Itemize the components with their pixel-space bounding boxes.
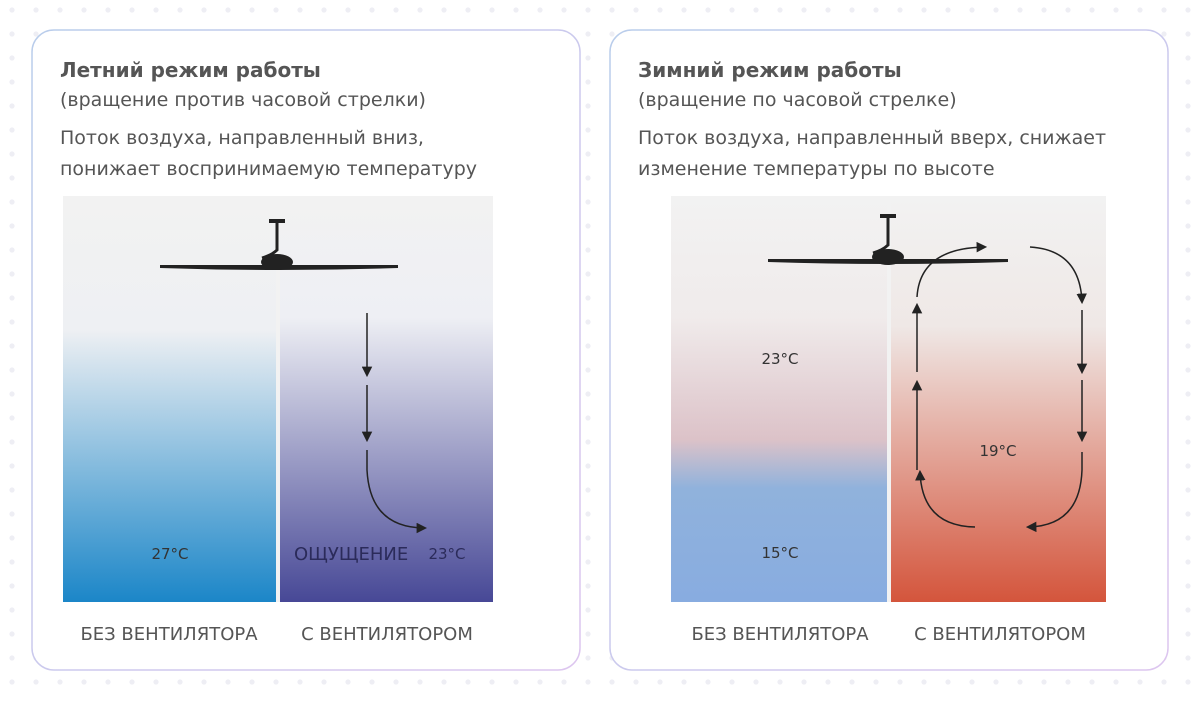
- temperature-label: 23°C: [428, 545, 465, 563]
- column-label: С ВЕНТИЛЯТОРОМ: [301, 624, 473, 645]
- airflow-arrow: [366, 450, 428, 534]
- column-label: БЕЗ ВЕНТИЛЯТОРА: [691, 624, 869, 645]
- card-title: Летний режим работы: [60, 58, 321, 82]
- temperature-label: 15°C: [761, 544, 798, 562]
- ceiling-fan: [768, 214, 1008, 265]
- temperature-label: 19°C: [979, 442, 1016, 460]
- description-line: Поток воздуха, направленный вверх, снижа…: [638, 127, 1106, 149]
- feeling-label: ОЩУЩЕНИЕ: [294, 544, 408, 565]
- description-line: изменение температуры по высоте: [638, 158, 995, 180]
- card-title: Зимний режим работы: [638, 58, 902, 82]
- winter-card: Зимний режим работы (вращение по часовой…: [609, 29, 1169, 671]
- column-label: С ВЕНТИЛЯТОРОМ: [914, 624, 1086, 645]
- column-without-fan: [671, 196, 887, 602]
- description-line: понижает воспринимаемую температуру: [60, 158, 477, 180]
- description-line: Поток воздуха, направленный вниз,: [60, 127, 424, 149]
- summer-card: Летний режим работы (вращение против час…: [31, 29, 581, 671]
- airflow-arrow: [916, 241, 988, 298]
- airflow-arrow: [1029, 246, 1087, 305]
- temperature-label: 27°C: [151, 545, 188, 563]
- airflow-arrow: [915, 469, 976, 528]
- column-without-fan: [63, 196, 276, 602]
- column-with-fan: [280, 196, 493, 602]
- column-with-fan: [891, 196, 1106, 602]
- airflow-arrow: [1025, 452, 1083, 533]
- temperature-label: 23°C: [761, 350, 798, 368]
- column-label: БЕЗ ВЕНТИЛЯТОРА: [80, 624, 258, 645]
- card-subtitle: (вращение против часовой стрелки): [60, 89, 426, 111]
- card-subtitle: (вращение по часовой стрелке): [638, 89, 957, 111]
- ceiling-fan: [160, 219, 398, 270]
